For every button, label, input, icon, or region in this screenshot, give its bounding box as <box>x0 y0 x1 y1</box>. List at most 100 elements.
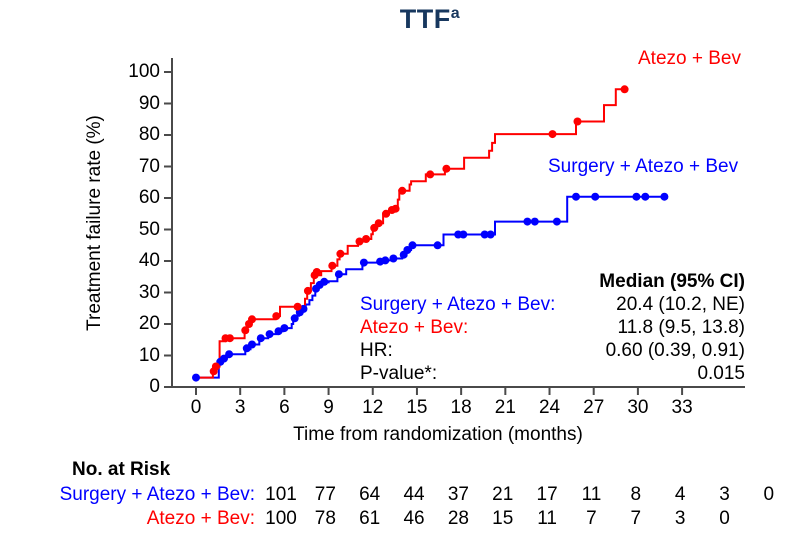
x-tick-label: 18 <box>450 397 472 418</box>
y-tick-label: 10 <box>138 344 160 366</box>
censor-dot-blue <box>408 241 417 250</box>
censor-dot-blue <box>632 192 641 201</box>
censor-dot-blue <box>480 230 489 239</box>
stats-row-value: 11.8 (9.5, 13.8) <box>617 317 745 338</box>
risk-count: 8 <box>630 484 642 505</box>
censor-dot-red <box>398 186 407 195</box>
censor-dot-blue <box>359 258 368 267</box>
y-axis-title: Treatment failure rate (%) <box>84 115 105 331</box>
risk-count: 77 <box>314 484 336 505</box>
censor-dot-blue <box>280 324 289 333</box>
y-tick-label: 50 <box>138 218 160 240</box>
risk-count: 0 <box>763 484 775 505</box>
risk-count: 78 <box>314 508 336 529</box>
censor-dot-blue <box>403 246 412 254</box>
risk-count: 28 <box>447 508 469 529</box>
censor-dot-blue <box>572 192 580 201</box>
stats-row-label: P-value*: <box>360 363 438 384</box>
y-tick-label: 90 <box>138 92 160 114</box>
censor-dot-red <box>362 235 371 243</box>
risk-row-label-atezo: Atezo + Bev: <box>146 508 255 529</box>
stats-panel: Median (95% CI) Surgery + Atezo + Bev: 2… <box>360 270 745 385</box>
legend-label-atezo-bev: Atezo + Bev <box>638 48 741 69</box>
censor-dot-red <box>426 170 435 179</box>
risk-count: 44 <box>403 484 425 505</box>
x-tick-label: 6 <box>279 397 290 418</box>
stats-row-label: Surgery + Atezo + Bev: <box>360 294 556 315</box>
censor-dot-blue <box>192 373 200 382</box>
risk-count: 21 <box>492 484 514 505</box>
x-tick-label: 0 <box>190 397 202 418</box>
risk-count: 46 <box>403 508 425 529</box>
censor-dot-red <box>620 85 629 94</box>
censor-dot-blue <box>265 330 274 339</box>
stats-row-value: 0.60 (0.39, 0.91) <box>605 340 745 361</box>
y-tick-label: 30 <box>138 281 160 303</box>
censor-dot-red <box>336 249 345 258</box>
risk-count: 17 <box>536 484 558 505</box>
x-tick-label: 30 <box>627 397 649 418</box>
censor-dot-blue <box>591 192 600 201</box>
risk-count: 64 <box>359 484 381 505</box>
stats-row-atezo: Atezo + Bev: 11.8 (9.5, 13.8) <box>360 316 745 339</box>
y-tick-label: 60 <box>138 187 160 208</box>
stats-median-header: Median (95% CI) <box>599 271 745 292</box>
stats-row-value: 20.4 (10.2, NE) <box>616 294 745 315</box>
censor-dot-blue <box>530 217 539 226</box>
censor-dot-blue <box>433 241 442 250</box>
x-axis-title: Time from randomization (months) <box>293 424 583 445</box>
x-tick-label: 27 <box>583 397 605 418</box>
risk-count: 11 <box>537 508 557 529</box>
censor-dot-red <box>328 261 337 270</box>
censor-dot-blue <box>256 334 265 343</box>
censor-dot-red <box>303 286 312 295</box>
stats-row-pvalue: P-value*: 0.015 <box>360 362 745 385</box>
censor-dot-red <box>293 302 302 311</box>
risk-count: 7 <box>630 508 642 529</box>
risk-table-title: No. at Risk <box>72 459 171 480</box>
y-tick-label: 70 <box>138 155 160 177</box>
censor-dot-red <box>374 219 383 228</box>
chart-title-superscript: a <box>450 5 461 22</box>
risk-count: 100 <box>265 508 297 529</box>
censor-dot-blue <box>459 230 468 239</box>
censor-dot-red <box>225 334 234 343</box>
censor-dot-blue <box>320 277 329 286</box>
stats-row-value: 0.015 <box>697 363 745 384</box>
censor-dot-blue <box>523 217 532 226</box>
censor-dot-blue <box>290 314 299 323</box>
risk-count: 15 <box>492 508 514 529</box>
legend-label-surgery-atezo-bev: Surgery + Atezo + Bev <box>548 156 739 177</box>
y-tick-label: 80 <box>138 124 160 145</box>
risk-count: 0 <box>719 508 730 529</box>
censor-dot-red <box>272 312 281 321</box>
stats-row-hr: HR: 0.60 (0.39, 0.91) <box>360 339 745 362</box>
censor-dot-red <box>391 204 400 213</box>
y-tick-label: 100 <box>128 61 160 82</box>
x-tick-label: 33 <box>671 397 693 418</box>
x-tick-label: 12 <box>362 397 384 418</box>
risk-count: 101 <box>265 484 297 505</box>
censor-dot-blue <box>381 256 390 265</box>
censor-dot-blue <box>389 254 398 263</box>
y-tick-label: 40 <box>138 250 160 271</box>
censor-dot-red <box>573 117 582 126</box>
risk-count: 3 <box>719 484 730 505</box>
censor-dot-red <box>211 362 220 371</box>
censor-dot-red <box>442 164 451 173</box>
censor-dot-blue <box>641 192 650 201</box>
censor-dot-blue <box>334 270 343 279</box>
censor-dot-red <box>312 268 321 276</box>
censor-dot-blue <box>486 230 495 239</box>
x-tick-label: 21 <box>494 397 516 418</box>
censor-dot-red <box>382 209 390 218</box>
stats-row-label: Atezo + Bev: <box>360 317 469 338</box>
risk-count: 11 <box>581 484 602 505</box>
x-tick-label: 15 <box>406 397 428 418</box>
censor-dot-blue <box>660 192 669 201</box>
risk-count: 37 <box>447 484 469 505</box>
censor-dot-blue <box>225 350 234 359</box>
